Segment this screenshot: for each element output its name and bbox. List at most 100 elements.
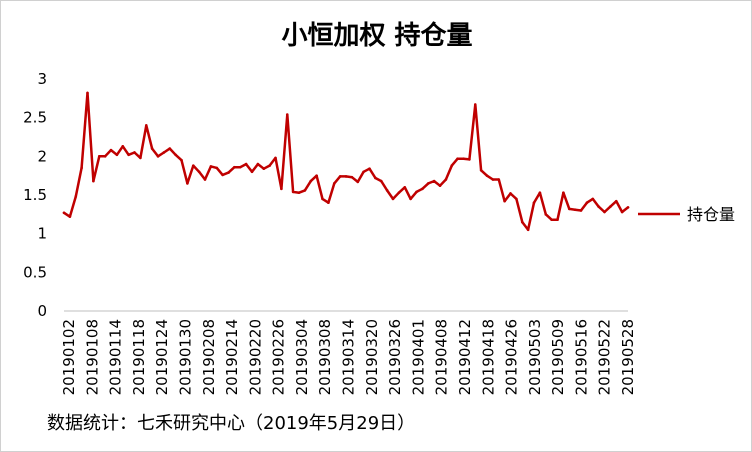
data-point [567,207,571,211]
data-point [538,191,542,194]
x-tick-label: 20190408 [433,319,451,395]
legend: 持仓量 [638,205,735,224]
x-tick-label: 20190114 [107,319,125,395]
data-point [150,147,154,150]
data-point [456,157,459,160]
data-point [579,209,583,212]
data-point [591,197,595,201]
data-point [327,201,330,205]
data-point [609,205,612,208]
data-point [403,185,407,189]
x-tick-label: 20190522 [596,319,614,395]
data-point [391,197,395,201]
data-point [280,187,283,191]
data-point [133,151,136,154]
data-point [526,228,530,232]
x-tick-label: 20190130 [176,319,194,395]
data-point [421,187,424,191]
data-point [315,174,318,177]
data-point [321,197,324,201]
data-point [256,162,260,166]
y-tick-label: 3 [37,70,47,88]
x-tick-label: 20190326 [386,319,404,395]
data-point [109,148,113,152]
data-point [244,162,248,166]
data-point [409,197,412,201]
data-point [250,170,254,174]
data-point [121,144,125,148]
data-point [532,201,536,205]
data-point [344,175,348,178]
data-point [426,182,430,185]
data-point [203,178,207,181]
y-tick-label: 1.5 [23,186,47,204]
x-tick-label: 20190118 [130,319,148,395]
data-point [497,178,501,181]
data-point [614,199,618,203]
data-point [368,167,371,171]
data-point [174,153,177,157]
data-point [626,206,630,209]
y-tick-label: 0 [37,302,47,320]
x-tick-label: 20190516 [572,319,590,395]
data-point [186,182,189,185]
data-point [444,178,448,181]
x-tick-label: 20190220 [246,319,264,395]
data-point [415,190,418,194]
axes: 0 0.5 1 1.5 2 2.5 3 20190102 20190108 20190114 201… [23,70,637,395]
data-point [285,113,289,116]
data-point [180,158,183,162]
data-point [227,171,230,174]
data-point [585,201,589,205]
data-point [462,157,465,160]
data-point [92,179,95,183]
data-point [238,165,242,169]
x-tick-label: 20190509 [549,319,567,395]
data-point [268,164,271,167]
data-point [262,167,266,171]
data-point [62,211,66,215]
y-tick-label: 2.5 [23,109,47,127]
data-point [362,170,365,174]
series-layer [62,91,630,232]
data-point [86,91,89,95]
data-point [620,210,624,214]
y-tick-label: 2 [37,147,47,165]
x-tick-label: 20190320 [363,319,381,395]
data-point [379,179,383,183]
x-tick-label: 20190418 [479,319,497,395]
x-tick-label: 20190426 [503,319,521,395]
x-tick-label: 20190304 [293,319,311,395]
chart-title: 小恒加权 持仓量 [281,21,473,51]
x-tick-label: 20190208 [200,319,218,395]
data-point [303,189,307,192]
data-point [432,179,436,183]
data-point [520,220,524,224]
data-point [356,180,360,184]
data-point [139,156,142,160]
data-point [80,166,83,170]
data-point [485,174,489,177]
data-point [68,215,72,218]
data-point [127,153,130,157]
data-point [197,170,201,174]
data-point [468,158,471,161]
data-point [503,199,506,203]
data-point [332,182,336,185]
source-note: 数据统计：七禾研究中心（2019年5月29日） [47,413,416,434]
data-point [215,166,219,170]
data-point [103,155,107,158]
data-point [309,179,313,183]
x-tick-label: 20190124 [153,319,171,395]
data-point [297,191,301,194]
x-tick-label: 20190214 [223,319,241,395]
data-point [562,191,565,194]
data-point [603,210,606,214]
x-tick-label: 20190108 [83,319,101,395]
data-point [573,208,577,211]
data-point [544,213,548,216]
legend-label: 持仓量 [687,205,735,224]
data-point [491,178,495,181]
